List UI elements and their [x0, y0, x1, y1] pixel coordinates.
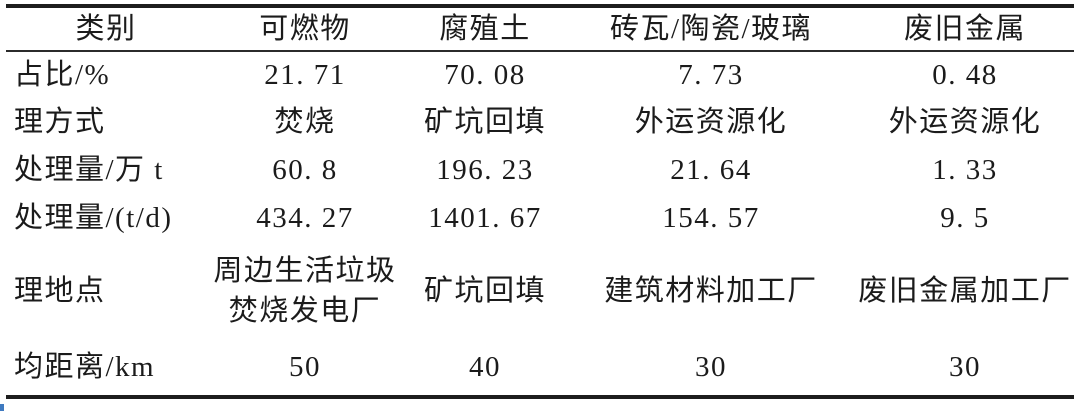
cell-value: 9. 5: [940, 202, 990, 235]
cell-value: 60. 8: [272, 154, 338, 187]
table-row-treatment-method: 理方式 焚烧 矿坑回填 外运资源化 外运资源化: [6, 99, 1074, 146]
cell-value: 21. 64: [670, 154, 752, 187]
row-label-avg-distance: 均距离/km: [14, 351, 156, 384]
row-label-treatment-method: 理方式: [14, 106, 106, 139]
scan-artifact: [0, 404, 4, 411]
header-cell-scrap-metal: 废旧金属: [903, 12, 1026, 45]
row-label-proportion: 占比/%: [14, 59, 111, 92]
cell-value: 30: [949, 351, 981, 384]
row-label-throughput-10kt: 处理量/万 t: [14, 154, 164, 187]
cell-value: 废旧金属加工厂: [858, 274, 1072, 307]
header-cell-humus-soil: 腐殖土: [439, 12, 531, 45]
header-cell-category: 类别: [75, 12, 137, 45]
cell-value: 1401. 67: [428, 202, 542, 235]
cell-value: 外运资源化: [888, 106, 1042, 139]
cell-value: 周边生活垃圾 焚烧发电厂: [213, 254, 397, 327]
table-wrapper: 类别 可燃物 腐殖土 砖瓦/陶瓷/玻璃 废旧金属 占比/% 21. 71 70.…: [6, 4, 1074, 399]
cell-value: 矿坑回填: [423, 274, 546, 307]
cell-value: 矿坑回填: [423, 106, 546, 139]
table-row-throughput-10kt: 处理量/万 t 60. 8 196. 23 21. 64 1. 33: [6, 146, 1074, 195]
cell-value: 154. 57: [662, 202, 760, 235]
table-row-avg-distance: 均距离/km 50 40 30 30: [6, 340, 1074, 397]
cell-value: 焚烧: [274, 106, 336, 139]
cell-value: 70. 08: [444, 59, 526, 92]
row-label-throughput-tpd: 处理量/(t/d): [14, 202, 173, 235]
cell-value: 21. 71: [264, 59, 346, 92]
cell-value: 外运资源化: [634, 106, 788, 139]
cell-value: 196. 23: [436, 154, 534, 187]
cell-value: 50: [289, 351, 321, 384]
table-row-throughput-tpd: 处理量/(t/d) 434. 27 1401. 67 154. 57 9. 5: [6, 195, 1074, 242]
table-header-row: 类别 可燃物 腐殖土 砖瓦/陶瓷/玻璃 废旧金属: [6, 6, 1074, 51]
cell-value: 30: [695, 351, 727, 384]
table-row-proportion: 占比/% 21. 71 70. 08 7. 73 0. 48: [6, 51, 1074, 99]
row-label-treatment-site: 理地点: [14, 274, 106, 307]
cell-value: 建筑材料加工厂: [604, 274, 818, 307]
cell-value: 40: [469, 351, 501, 384]
waste-treatment-table: 类别 可燃物 腐殖土 砖瓦/陶瓷/玻璃 废旧金属 占比/% 21. 71 70.…: [6, 4, 1074, 399]
table-row-treatment-site: 理地点 周边生活垃圾 焚烧发电厂 矿坑回填 建筑材料加工厂 废旧金属加工厂: [6, 242, 1074, 340]
cell-value: 434. 27: [256, 202, 354, 235]
header-cell-combustibles: 可燃物: [259, 12, 351, 45]
cell-value: 1. 33: [932, 154, 998, 187]
cell-value: 0. 48: [932, 59, 998, 92]
header-cell-brick-ceramic-glass: 砖瓦/陶瓷/玻璃: [609, 12, 813, 45]
cell-value: 7. 73: [678, 59, 744, 92]
